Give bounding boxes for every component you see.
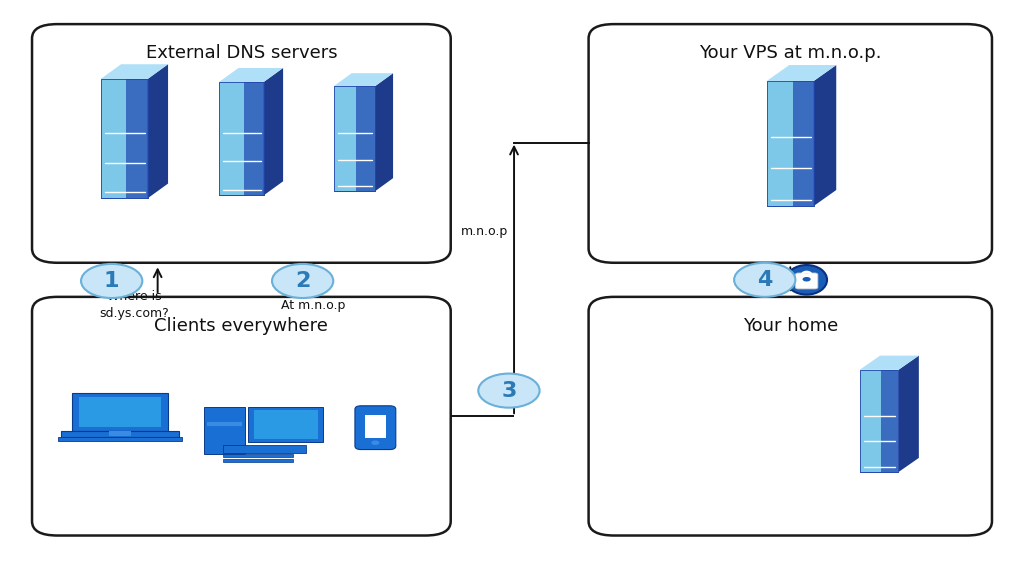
Circle shape: [372, 440, 380, 445]
Polygon shape: [208, 422, 242, 426]
Circle shape: [803, 277, 811, 282]
FancyBboxPatch shape: [32, 297, 451, 536]
Polygon shape: [264, 68, 283, 195]
Text: 2: 2: [295, 271, 310, 291]
Text: Clients everywhere: Clients everywhere: [155, 317, 329, 335]
Polygon shape: [767, 81, 793, 206]
Polygon shape: [61, 431, 179, 437]
Text: Where is
sd.ys.com?: Where is sd.ys.com?: [99, 291, 169, 320]
Polygon shape: [219, 68, 283, 82]
Polygon shape: [205, 407, 245, 455]
Text: 1: 1: [103, 271, 120, 291]
Text: 4: 4: [757, 270, 772, 290]
Text: m.n.o.p: m.n.o.p: [461, 225, 508, 238]
FancyBboxPatch shape: [589, 24, 992, 263]
Circle shape: [81, 264, 142, 298]
Polygon shape: [375, 73, 393, 191]
Polygon shape: [219, 82, 244, 195]
Polygon shape: [58, 437, 182, 441]
Polygon shape: [767, 65, 837, 81]
Polygon shape: [249, 407, 324, 443]
FancyBboxPatch shape: [32, 24, 451, 263]
Polygon shape: [859, 370, 881, 472]
Polygon shape: [859, 356, 919, 370]
Polygon shape: [222, 459, 294, 462]
Text: External DNS servers: External DNS servers: [145, 44, 337, 62]
Text: Your VPS at m.n.o.p.: Your VPS at m.n.o.p.: [699, 44, 882, 62]
Circle shape: [734, 263, 796, 297]
Polygon shape: [366, 415, 386, 438]
Text: 3: 3: [502, 381, 517, 401]
Polygon shape: [814, 65, 837, 206]
Polygon shape: [100, 79, 127, 198]
Polygon shape: [222, 454, 294, 457]
FancyBboxPatch shape: [589, 297, 992, 536]
Polygon shape: [147, 64, 168, 198]
Circle shape: [478, 373, 540, 408]
Polygon shape: [793, 81, 814, 206]
Text: At m.n.o.p: At m.n.o.p: [281, 299, 345, 312]
Polygon shape: [222, 445, 306, 453]
Polygon shape: [100, 64, 168, 79]
Ellipse shape: [786, 265, 827, 295]
Polygon shape: [127, 79, 147, 198]
Circle shape: [272, 264, 333, 298]
Polygon shape: [244, 82, 264, 195]
Polygon shape: [79, 397, 161, 427]
FancyBboxPatch shape: [796, 273, 818, 289]
Polygon shape: [881, 370, 898, 472]
Polygon shape: [356, 86, 375, 191]
Polygon shape: [334, 86, 356, 191]
Polygon shape: [334, 73, 393, 86]
Polygon shape: [109, 431, 131, 436]
Polygon shape: [254, 409, 318, 440]
Text: Your home: Your home: [742, 317, 838, 335]
FancyBboxPatch shape: [355, 406, 396, 449]
Polygon shape: [73, 393, 168, 431]
Polygon shape: [898, 356, 919, 472]
